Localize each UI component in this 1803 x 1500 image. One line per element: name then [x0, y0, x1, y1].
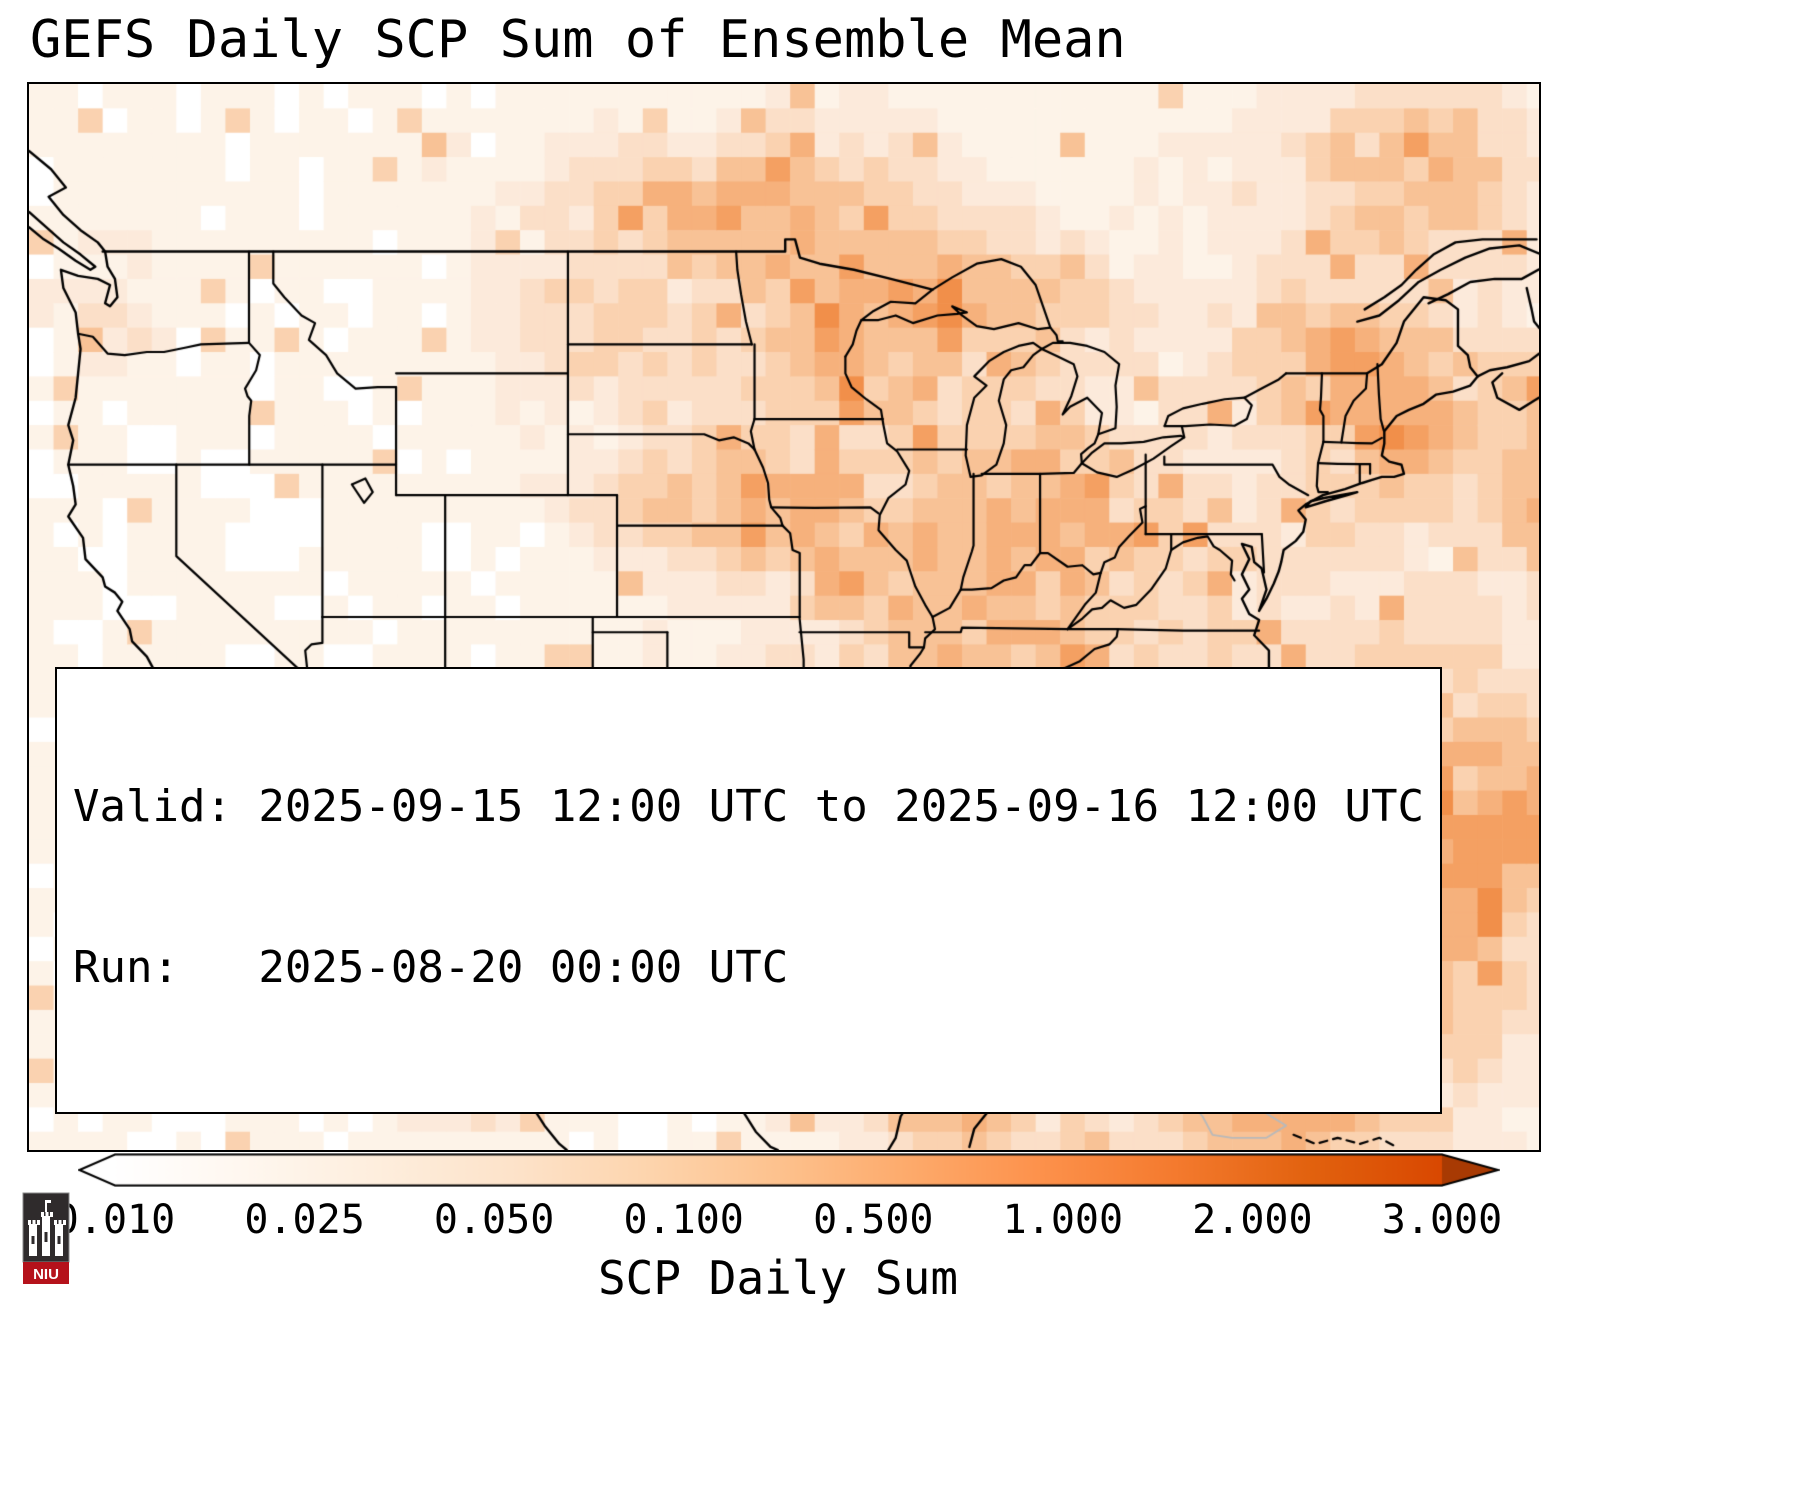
colorbar-tick: 0.500 [813, 1197, 934, 1243]
colorbar-tick: 0.050 [433, 1197, 555, 1243]
colorbar-tick: 0.025 [244, 1197, 365, 1243]
valid-run-infobox: Valid: 2025-09-15 12:00 UTC to 2025-09-1… [55, 666, 1443, 1114]
run-line: Run: 2025-08-20 00:00 UTC [73, 941, 789, 993]
colorbar-gradient-bar [78, 1153, 1500, 1187]
niu-logo-text: NIU [33, 1266, 59, 1283]
colorbar-label: SCP Daily Sum [597, 1251, 959, 1305]
niu-castle-icon: NIU [22, 1192, 70, 1284]
colorbar-tick: 0.100 [623, 1197, 744, 1243]
map-panel: Valid: 2025-09-15 12:00 UTC to 2025-09-1… [27, 82, 1541, 1152]
colorbar-tick: 0.010 [54, 1197, 176, 1243]
colorbar: 0.010 0.025 0.050 0.100 0.500 1.000 2.00… [55, 1153, 1503, 1313]
colorbar-tick: 3.000 [1381, 1197, 1503, 1243]
valid-line: Valid: 2025-09-15 12:00 UTC to 2025-09-1… [73, 780, 1425, 832]
niu-logo: NIU [22, 1192, 70, 1286]
colorbar-tick: 2.000 [1192, 1197, 1313, 1243]
page-title: GEFS Daily SCP Sum of Ensemble Mean [30, 10, 1126, 70]
colorbar-tick: 1.000 [1002, 1197, 1124, 1243]
